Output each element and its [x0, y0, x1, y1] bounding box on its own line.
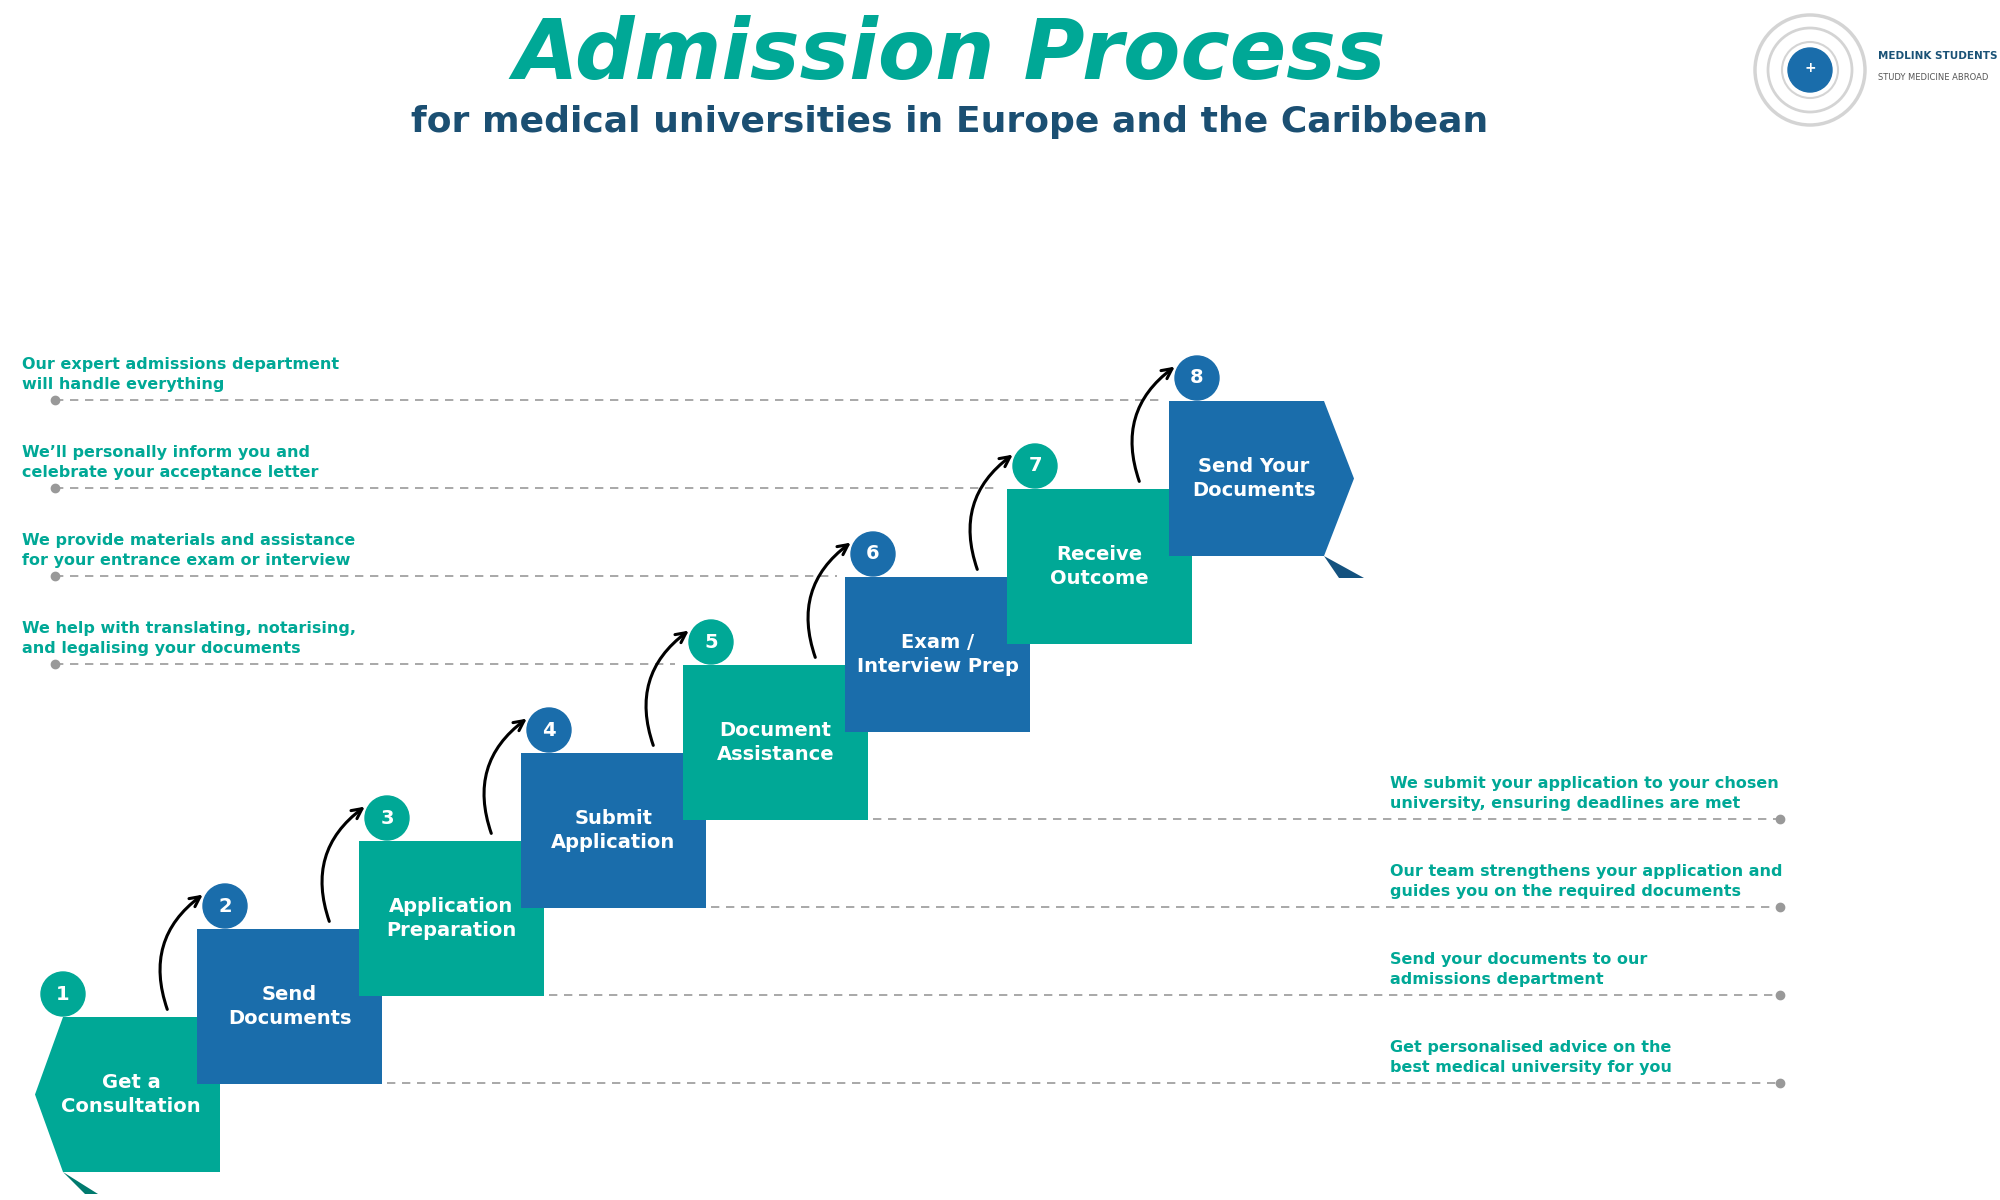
Text: Admission Process: Admission Process — [514, 14, 1386, 96]
Text: STUDY MEDICINE ABROAD: STUDY MEDICINE ABROAD — [1878, 73, 1988, 83]
Text: Our expert admissions department
will handle everything: Our expert admissions department will ha… — [22, 358, 340, 392]
Circle shape — [528, 708, 572, 752]
Circle shape — [40, 972, 84, 1016]
Text: 3: 3 — [380, 809, 394, 828]
Circle shape — [364, 796, 410, 840]
Polygon shape — [198, 929, 382, 1084]
Polygon shape — [360, 841, 544, 996]
Text: Send
Documents: Send Documents — [228, 985, 352, 1027]
Text: Document
Assistance: Document Assistance — [716, 721, 834, 763]
Text: Our team strengthens your application and
guides you on the required documents: Our team strengthens your application an… — [1390, 864, 1782, 899]
Text: 5: 5 — [704, 632, 718, 652]
Polygon shape — [1168, 401, 1354, 556]
Text: We help with translating, notarising,
and legalising your documents: We help with translating, notarising, an… — [22, 622, 356, 656]
Text: for medical universities in Europe and the Caribbean: for medical universities in Europe and t… — [412, 104, 1488, 139]
Text: +: + — [1804, 61, 1816, 74]
Text: Application
Preparation: Application Preparation — [386, 898, 516, 940]
Text: 2: 2 — [218, 896, 232, 916]
Polygon shape — [1324, 556, 1364, 578]
Text: Exam /
Interview Prep: Exam / Interview Prep — [856, 634, 1018, 676]
Circle shape — [1788, 48, 1832, 92]
Text: 7: 7 — [1028, 456, 1042, 475]
Polygon shape — [64, 1172, 98, 1194]
Text: We submit your application to your chosen
university, ensuring deadlines are met: We submit your application to your chose… — [1390, 776, 1778, 811]
Text: Get personalised advice on the
best medical university for you: Get personalised advice on the best medi… — [1390, 1040, 1672, 1075]
Text: We’ll personally inform you and
celebrate your acceptance letter: We’ll personally inform you and celebrat… — [22, 445, 318, 480]
Text: We provide materials and assistance
for your entrance exam or interview: We provide materials and assistance for … — [22, 533, 356, 568]
Text: 1: 1 — [56, 984, 70, 1003]
Polygon shape — [1008, 490, 1192, 644]
Text: MEDLINK STUDENTS: MEDLINK STUDENTS — [1878, 50, 1998, 61]
Polygon shape — [846, 577, 1030, 732]
Circle shape — [852, 532, 896, 576]
Circle shape — [1014, 444, 1056, 488]
Text: Get a
Consultation: Get a Consultation — [62, 1073, 202, 1116]
Text: 8: 8 — [1190, 368, 1204, 388]
Text: 6: 6 — [866, 545, 880, 564]
Polygon shape — [684, 665, 868, 820]
Polygon shape — [520, 754, 706, 908]
Circle shape — [1176, 356, 1220, 400]
Text: 4: 4 — [542, 720, 556, 739]
Text: Submit
Application: Submit Application — [552, 809, 676, 852]
Circle shape — [688, 620, 732, 664]
Text: Send your documents to our
admissions department: Send your documents to our admissions de… — [1390, 953, 1648, 986]
Polygon shape — [36, 1018, 220, 1172]
Text: Send Your
Documents: Send Your Documents — [1192, 457, 1316, 499]
Circle shape — [204, 884, 248, 928]
Text: Receive
Outcome: Receive Outcome — [1050, 545, 1148, 588]
